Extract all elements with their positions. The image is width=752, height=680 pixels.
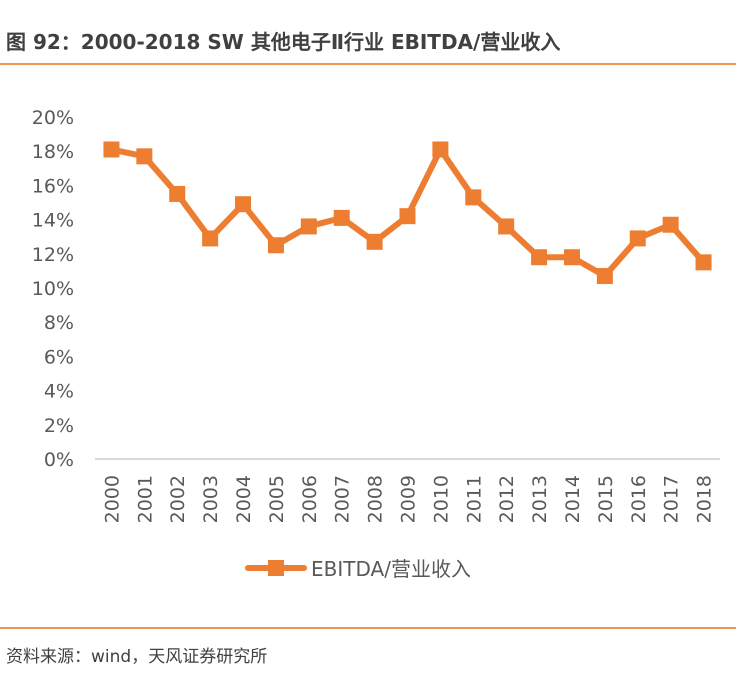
data-point-2017: [662, 216, 679, 233]
x-tick-label: 2015: [595, 475, 617, 523]
data-point-2010: [432, 141, 449, 158]
data-point-2004: [235, 196, 252, 213]
data-point-2001: [136, 148, 153, 165]
source-divider: [0, 627, 736, 629]
x-tick-label: 2005: [266, 475, 288, 523]
y-tick-label: 0%: [44, 449, 74, 471]
source-note: 资料来源：wind，天风证券研究所: [6, 647, 268, 667]
data-point-2016: [629, 230, 646, 247]
y-tick-label: 10%: [32, 278, 74, 300]
data-point-2012: [498, 218, 515, 235]
data-point-2011: [465, 189, 482, 206]
line-chart: 0%2%4%6%8%10%12%14%16%18%20% 2000 2001 200…: [32, 107, 720, 581]
series-markers: [103, 141, 712, 285]
y-tick-label: 20%: [32, 107, 74, 129]
data-point-2007: [333, 209, 350, 226]
x-tick-label: 2014: [562, 475, 584, 523]
x-tick-label: 2003: [200, 475, 222, 523]
data-point-2006: [300, 218, 317, 235]
legend: EBITDA/营业收入: [245, 557, 471, 581]
data-point-2005: [267, 237, 284, 254]
x-tick-label: 2008: [365, 475, 387, 523]
y-tick-label: 14%: [32, 210, 74, 232]
x-tick-label: 2002: [167, 475, 189, 523]
x-tick-label: 2012: [496, 475, 518, 523]
x-tick-label: 2010: [430, 475, 452, 523]
data-point-2018: [695, 254, 712, 271]
x-tick-label: 2000: [101, 475, 123, 523]
x-tick-label: 2016: [628, 475, 650, 523]
x-tick-label: 2009: [398, 475, 420, 523]
y-tick-label: 16%: [32, 175, 74, 197]
legend-marker-swatch: [268, 560, 284, 576]
y-tick-label: 6%: [44, 346, 74, 368]
legend-label: EBITDA/营业收入: [311, 557, 471, 581]
data-point-2015: [596, 268, 613, 285]
y-tick-label: 18%: [32, 141, 74, 163]
data-point-2008: [366, 233, 383, 250]
x-tick-label: 2013: [529, 475, 551, 523]
y-tick-label: 2%: [44, 415, 74, 437]
x-tick-label: 2007: [332, 475, 354, 523]
data-point-2014: [563, 249, 580, 266]
x-tick-label: 2004: [233, 475, 255, 523]
x-tick-label: 2011: [463, 475, 485, 523]
x-tick-label: 2001: [134, 475, 156, 523]
data-point-2009: [399, 208, 416, 225]
x-tick-label: 2018: [694, 475, 716, 523]
y-tick-label: 12%: [32, 244, 74, 266]
title-divider: [0, 63, 736, 65]
data-point-2013: [531, 249, 548, 266]
x-axis: 2000 2001 2002 2003 2004 2005 2006 2007 2008 2009…: [101, 475, 715, 523]
data-point-2003: [202, 230, 219, 247]
data-point-2000: [103, 141, 120, 158]
x-tick-label: 2017: [661, 475, 683, 523]
chart-title: 图 92：2000-2018 SW 其他电子Ⅱ行业 EBITDA/营业收入: [6, 30, 561, 54]
y-tick-label: 4%: [44, 381, 74, 403]
y-axis: 0% 2% 4% 6% 8% 10% 12% 14% 16% 18% 20%: [32, 107, 74, 471]
data-point-2002: [169, 185, 186, 202]
y-tick-label: 8%: [44, 312, 74, 334]
x-tick-label: 2006: [299, 475, 321, 523]
